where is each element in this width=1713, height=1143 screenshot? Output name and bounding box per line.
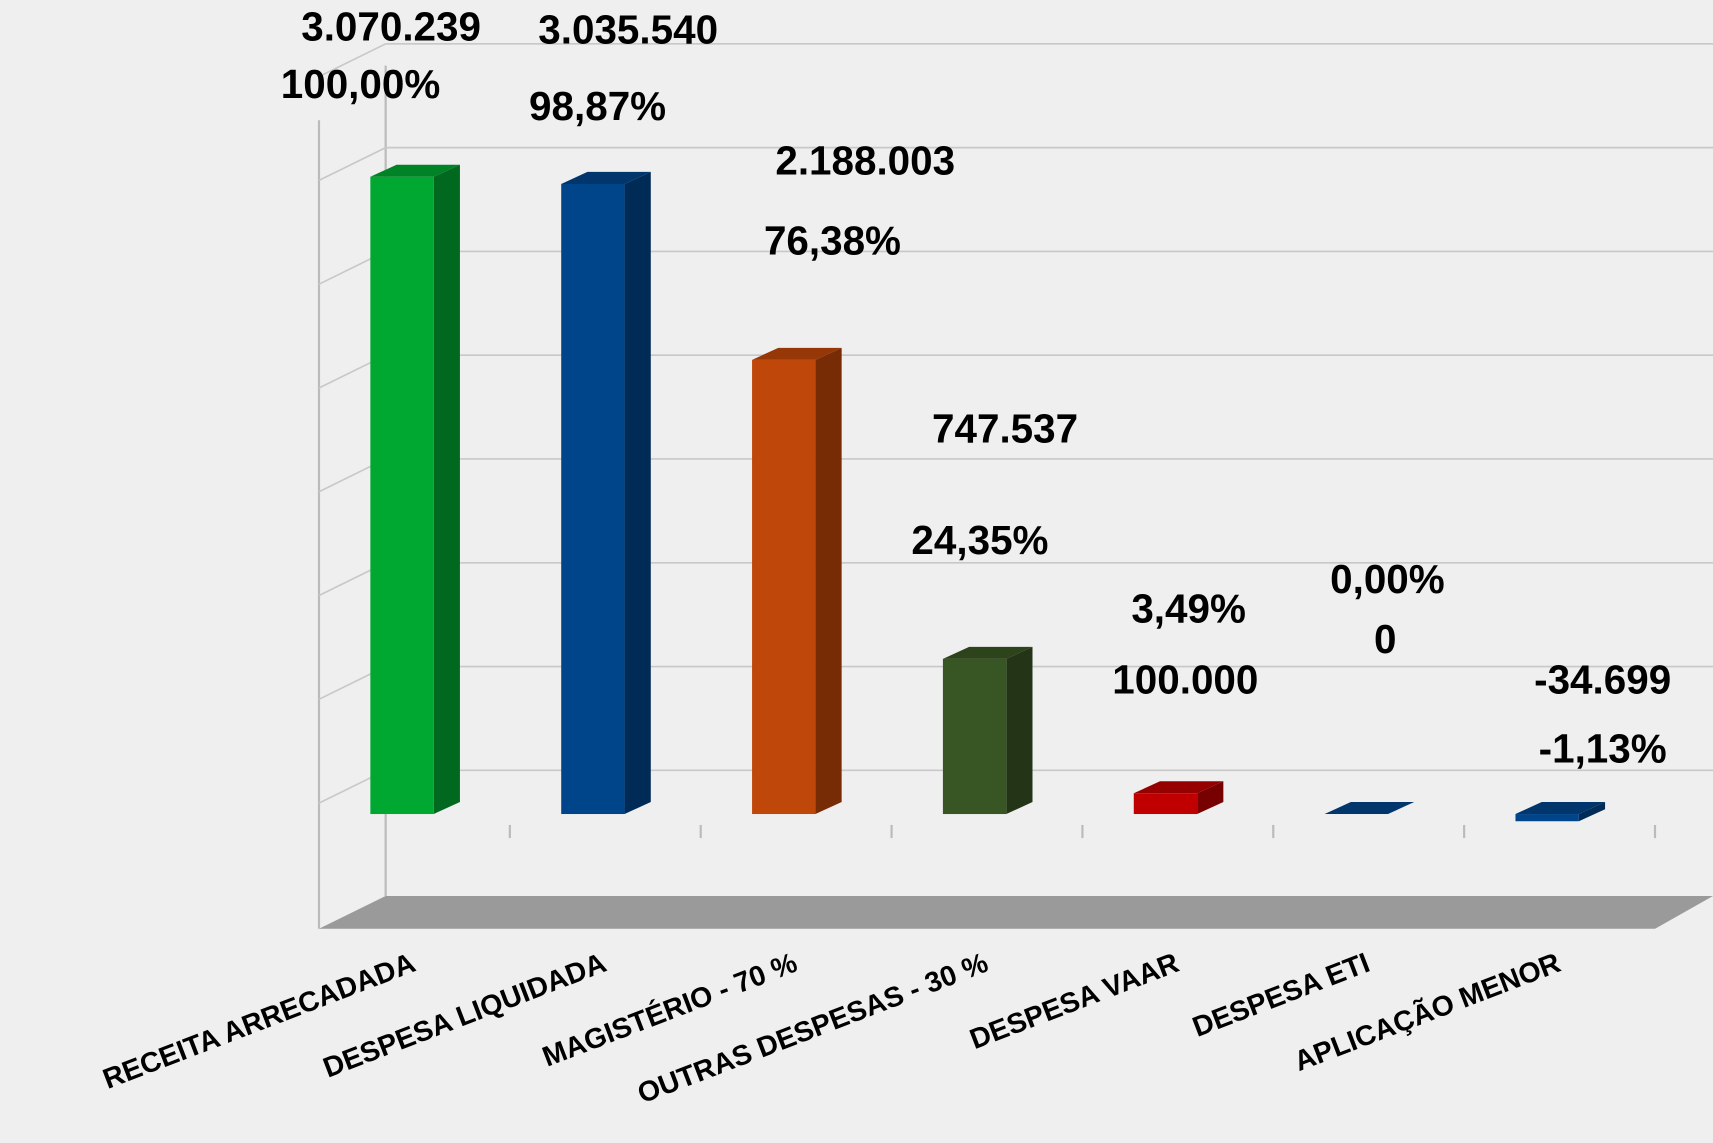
- bar-top: [1515, 802, 1606, 815]
- bar: [370, 176, 434, 815]
- value-label: 0: [1374, 616, 1396, 662]
- value-label: 100.000: [1112, 657, 1258, 703]
- percentage-label: 98,87%: [529, 83, 666, 129]
- bar-side: [1578, 802, 1606, 822]
- floor: [319, 895, 1713, 929]
- x-tick-label: DESPESA VAAR: [966, 947, 1184, 1056]
- bar-top: [1133, 781, 1224, 794]
- bar-side: [1197, 781, 1224, 815]
- percentage-label: 76,38%: [764, 217, 901, 263]
- percentage-label: 100,00%: [281, 61, 441, 107]
- bar: [942, 658, 1007, 815]
- bar-top: [370, 164, 460, 177]
- bar-top: [942, 646, 1033, 659]
- side-grid-line: [318, 146, 387, 182]
- value-label: -34.699: [1534, 657, 1671, 703]
- side-grid-line: [318, 43, 387, 78]
- bar-side: [1006, 646, 1033, 815]
- percentage-label: 3,49%: [1131, 586, 1246, 632]
- bar-side: [815, 347, 842, 815]
- value-label: 3.035.540: [538, 7, 718, 53]
- bar-top: [1324, 802, 1415, 815]
- value-label: 3.070.239: [301, 3, 481, 49]
- bar-side: [624, 171, 651, 815]
- percentage-label: -1,13%: [1539, 725, 1667, 771]
- percentage-label: 0,00%: [1330, 556, 1445, 602]
- percentage-label: 24,35%: [911, 517, 1048, 563]
- value-label: 747.537: [932, 405, 1078, 451]
- bar-top: [561, 171, 651, 184]
- bar: [561, 183, 625, 815]
- value-label: 2.188.003: [775, 138, 955, 184]
- bar: [752, 359, 816, 815]
- bar-top: [752, 347, 842, 360]
- x-tick-label: RECEITA ARRECADADA: [99, 947, 420, 1096]
- bar: [1515, 814, 1579, 822]
- bar-side: [433, 164, 460, 815]
- bar: [1133, 793, 1198, 815]
- x-tick-label: OUTRAS DESPESAS - 30 %: [633, 947, 992, 1110]
